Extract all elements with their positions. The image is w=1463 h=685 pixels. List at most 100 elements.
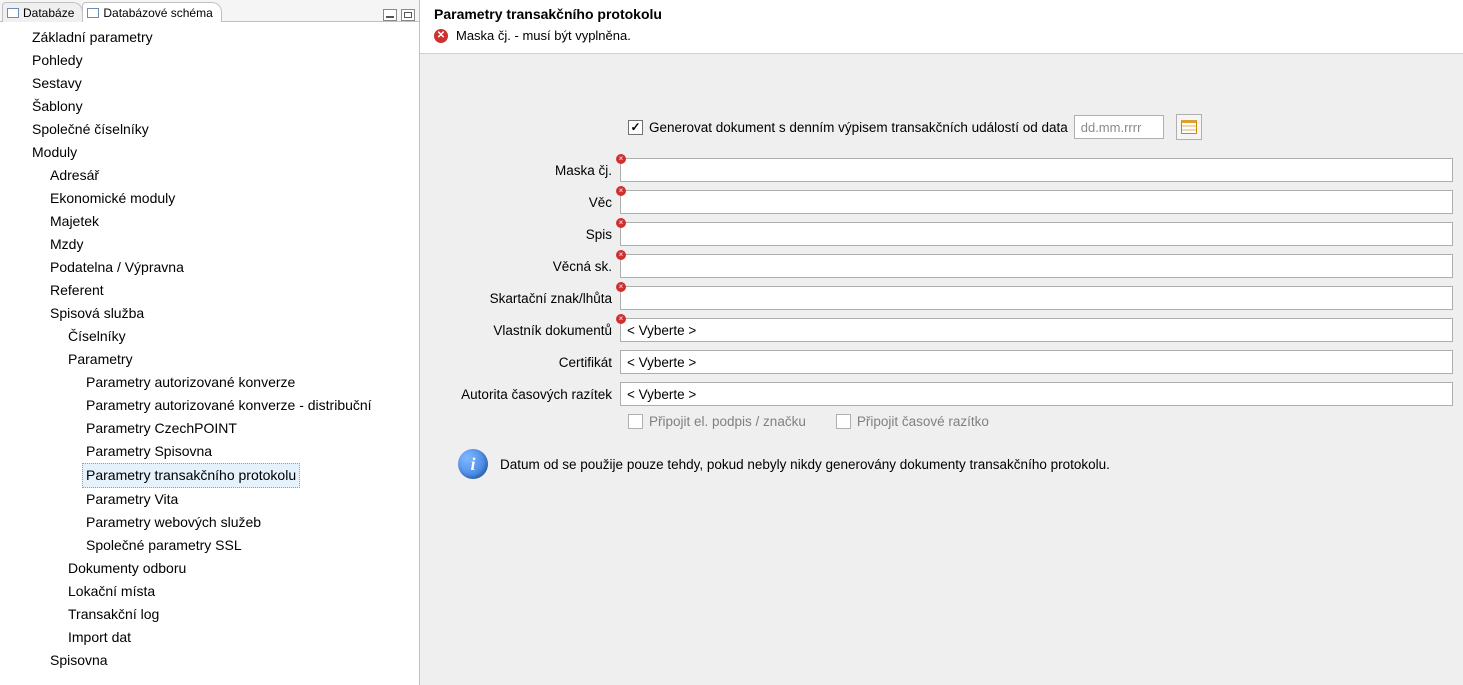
tab-databaze[interactable]: Databáze — [2, 2, 83, 22]
validation-message: Maska čj. - musí být vyplněna. — [456, 28, 631, 43]
tree-item[interactable]: Mzdy — [0, 233, 419, 256]
tree-item-label: Ekonomické moduly — [46, 187, 179, 210]
tree-item-label: Parametry Spisovna — [82, 440, 216, 463]
tree-item[interactable]: Adresář — [0, 164, 419, 187]
input-vec[interactable] — [620, 190, 1453, 214]
attach-signature-checkbox[interactable] — [628, 414, 643, 429]
tree-item[interactable]: Parametry CzechPOINT — [0, 417, 419, 440]
generate-checkbox[interactable] — [628, 120, 643, 135]
select-value: < Vyberte > — [627, 355, 696, 370]
attach-timestamp-label: Připojit časové razítko — [857, 414, 989, 429]
required-icon — [616, 154, 626, 164]
label-maska: Maska čj. — [430, 163, 620, 178]
label-autorita: Autorita časových razítek — [430, 387, 620, 402]
window-icon — [87, 8, 99, 18]
info-icon: i — [458, 449, 488, 479]
select-value: < Vyberte > — [627, 323, 696, 338]
tree-item[interactable]: Základní parametry — [0, 26, 419, 49]
info-row: i Datum od se použije pouze tehdy, pokud… — [458, 449, 1453, 479]
input-spis[interactable] — [620, 222, 1453, 246]
page-title: Parametry transakčního protokolu — [434, 6, 1449, 22]
tree-item[interactable]: Lokační místa — [0, 580, 419, 603]
validation-row: ✕ Maska čj. - musí být vyplněna. — [434, 28, 1449, 43]
tree-item[interactable]: Číselníky — [0, 325, 419, 348]
input-vecna-sk[interactable] — [620, 254, 1453, 278]
input-skartacni[interactable] — [620, 286, 1453, 310]
required-icon — [616, 218, 626, 228]
tree-item-label: Pohledy — [28, 49, 87, 72]
attach-options-row: Připojit el. podpis / značku Připojit ča… — [628, 414, 1453, 429]
maximize-button[interactable] — [401, 9, 415, 21]
select-certifikat[interactable]: < Vyberte > — [620, 350, 1453, 374]
tree-item[interactable]: Spisová služba — [0, 302, 419, 325]
tree-item-label: Šablony — [28, 95, 87, 118]
tree-item-label: Referent — [46, 279, 108, 302]
info-text: Datum od se použije pouze tehdy, pokud n… — [500, 457, 1110, 472]
tree-item[interactable]: Pohledy — [0, 49, 419, 72]
tree-item[interactable]: Parametry Vita — [0, 488, 419, 511]
tree-item-label: Základní parametry — [28, 26, 157, 49]
tree-item-label: Import dat — [64, 626, 135, 649]
tree-item[interactable]: Ekonomické moduly — [0, 187, 419, 210]
select-value: < Vyberte > — [627, 387, 696, 402]
tree-item-label: Parametry — [64, 348, 137, 371]
tree-item-label: Číselníky — [64, 325, 130, 348]
required-icon — [616, 186, 626, 196]
tree-item[interactable]: Parametry autorizované konverze — [0, 371, 419, 394]
tree-item-label: Moduly — [28, 141, 81, 164]
select-vlastnik[interactable]: < Vyberte > — [620, 318, 1453, 342]
tree-item-label: Parametry CzechPOINT — [82, 417, 241, 440]
required-icon — [616, 314, 626, 324]
label-skartacni: Skartační znak/lhůta — [430, 291, 620, 306]
tree-item-label: Spisovna — [46, 649, 112, 672]
tree-item-label: Parametry transakčního protokolu — [82, 463, 300, 488]
label-vlastnik: Vlastník dokumentů — [430, 323, 620, 338]
tree-item-label: Lokační místa — [64, 580, 159, 603]
tree-item[interactable]: Podatelna / Výpravna — [0, 256, 419, 279]
attach-timestamp-checkbox[interactable] — [836, 414, 851, 429]
label-spis: Spis — [430, 227, 620, 242]
tree-item-label: Parametry autorizované konverze — [82, 371, 299, 394]
tree-item[interactable]: Dokumenty odboru — [0, 557, 419, 580]
tree-item-label: Mzdy — [46, 233, 87, 256]
tree-item-label: Parametry Vita — [82, 488, 182, 511]
tree-item[interactable]: Parametry autorizované konverze - distri… — [0, 394, 419, 417]
tree-item[interactable]: Parametry transakčního protokolu — [0, 463, 419, 488]
page-header: Parametry transakčního protokolu ✕ Maska… — [420, 0, 1463, 54]
tree-item-label: Adresář — [46, 164, 103, 187]
tree-item[interactable]: Parametry webových služeb — [0, 511, 419, 534]
tree-item[interactable]: Parametry — [0, 348, 419, 371]
tree-item-label: Společné číselníky — [28, 118, 153, 141]
date-from-input[interactable]: dd.mm.rrrr — [1074, 115, 1164, 139]
tab-label: Databázové schéma — [103, 6, 212, 20]
tree-item[interactable]: Spisovna — [0, 649, 419, 672]
left-panel: Databáze Databázové schéma Základní para… — [0, 0, 420, 685]
select-autorita[interactable]: < Vyberte > — [620, 382, 1453, 406]
input-maska[interactable] — [620, 158, 1453, 182]
tree-item-label: Parametry webových služeb — [82, 511, 265, 534]
tab-label: Databáze — [23, 6, 74, 20]
tab-databazove-schema[interactable]: Databázové schéma — [82, 2, 221, 22]
calendar-icon — [1181, 120, 1197, 134]
tree-item[interactable]: Moduly — [0, 141, 419, 164]
tree-item[interactable]: Referent — [0, 279, 419, 302]
tree-item[interactable]: Společné číselníky — [0, 118, 419, 141]
tree-item[interactable]: Majetek — [0, 210, 419, 233]
tree-item-label: Podatelna / Výpravna — [46, 256, 188, 279]
app-root: Databáze Databázové schéma Základní para… — [0, 0, 1463, 685]
tree-item[interactable]: Šablony — [0, 95, 419, 118]
label-certifikat: Certifikát — [430, 355, 620, 370]
tree-item[interactable]: Import dat — [0, 626, 419, 649]
tree-item-label: Majetek — [46, 210, 103, 233]
tree-item[interactable]: Společné parametry SSL — [0, 534, 419, 557]
date-picker-button[interactable] — [1176, 114, 1202, 140]
tree-item[interactable]: Parametry Spisovna — [0, 440, 419, 463]
tree-item[interactable]: Transakční log — [0, 603, 419, 626]
tree-item[interactable]: Sestavy — [0, 72, 419, 95]
label-vec: Věc — [430, 195, 620, 210]
required-icon — [616, 282, 626, 292]
tree-item-label: Spisová služba — [46, 302, 148, 325]
tab-bar: Databáze Databázové schéma — [0, 0, 419, 22]
tree-item-label: Dokumenty odboru — [64, 557, 190, 580]
minimize-button[interactable] — [383, 9, 397, 21]
